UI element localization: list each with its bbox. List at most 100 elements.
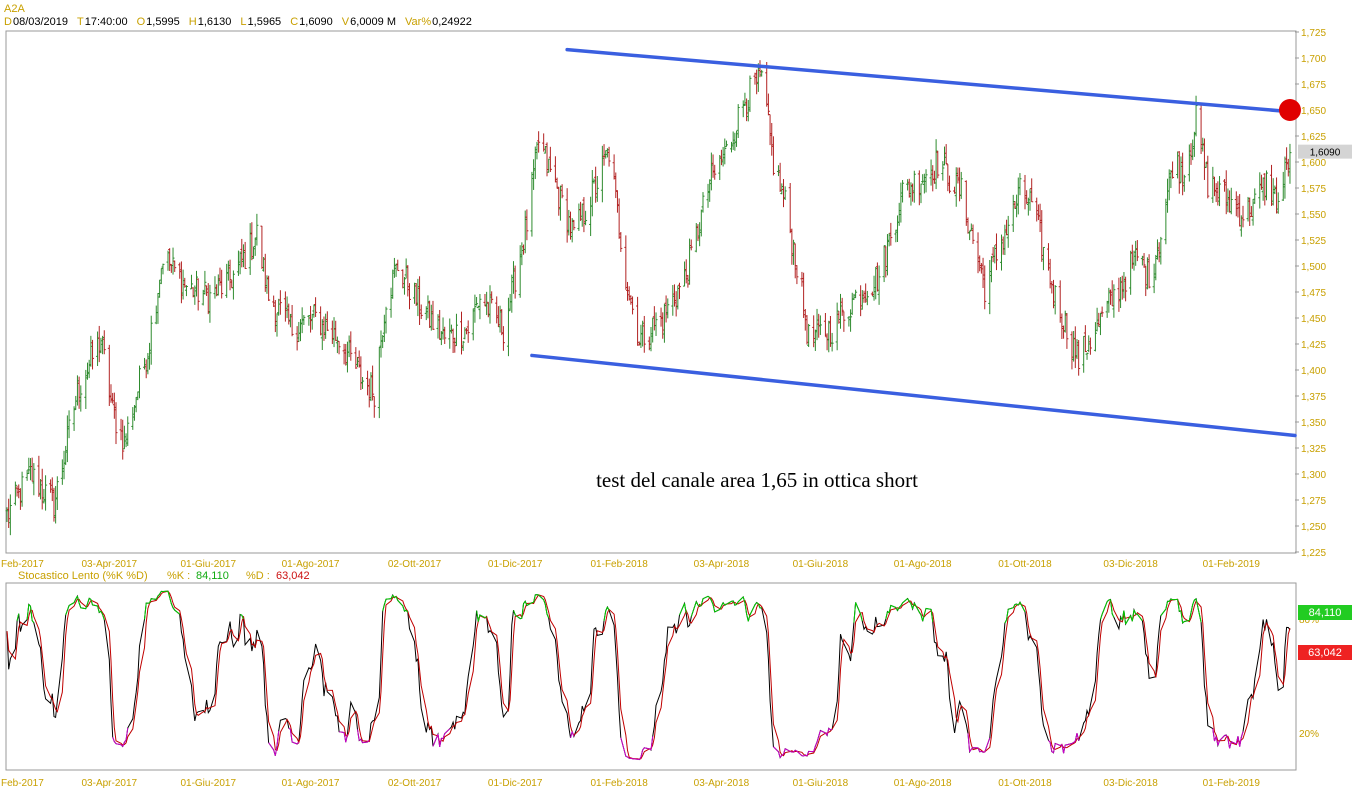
x-tick-label: 01-Ago-2018 [894,559,952,570]
stoch-extreme-segment [781,753,784,756]
stoch-extreme-segment [912,602,915,610]
ohlc-bar [548,146,552,173]
x-tick-label: 02-Ott-2017 [388,559,442,570]
ohlc-bar [941,161,945,181]
stoch-extreme-segment [360,739,363,743]
ohlc-bar [173,260,177,272]
y-tick-label: 1,300 [1301,470,1326,481]
ohlc-bar [126,416,130,446]
stochastic-panel [5,582,1297,771]
stoch-extreme-segment [710,600,714,605]
stoch-extreme-segment [719,605,722,610]
last-price-badge: 1,6090 [1298,144,1352,159]
stoch-extreme-segment [1048,740,1051,743]
ohlc-bar [349,331,353,361]
stoch-extreme-segment [757,603,761,609]
ohlc-bar [795,265,799,285]
ohlc-bar [1083,325,1087,353]
stoch-extreme-segment [820,730,826,734]
stoch-extreme-segment [709,597,712,601]
stoch-extreme-segment [397,600,404,607]
ohlc-bar [1093,322,1097,352]
ohlc-bar [302,315,306,326]
stoch-extreme-segment [747,614,751,622]
stoch-extreme-segment [969,748,972,753]
ohlc-bar [924,169,928,193]
stoch-extreme-segment [362,741,368,744]
ohlc-bar [1135,240,1139,262]
stoch-extreme-segment [1066,743,1073,746]
x-tick-label: 01-Feb-2018 [591,559,649,570]
ohlc-bar [631,296,635,315]
stoch-extreme-segment [722,602,726,606]
stoch-extreme-segment [1215,736,1219,746]
stoch-extreme-segment [793,749,796,753]
ohlc-bar [114,402,118,445]
ohlc-bar [461,340,465,351]
stoch-extreme-segment [922,614,925,622]
channel-line-upper [565,47,1297,114]
stoch-extreme-segment [123,739,127,743]
stoch-extreme-segment [684,603,687,614]
stoch-extreme-segment [477,614,481,622]
ohlc-bar [501,326,505,351]
stoch-extreme-segment [742,596,746,603]
stoch-extreme-segment [570,731,573,738]
y-tick-label: 1,350 [1301,418,1326,429]
stoch-extreme-segment [1165,601,1169,610]
channel-lines [530,47,1297,438]
ohlc-bar [371,365,375,401]
ohlc-bar [361,376,365,389]
header-key-2: O [137,16,146,28]
stoch-extreme-segment [818,730,821,737]
stoch-extreme-segment [746,613,749,622]
x-tick-label: Feb-2017 [1,778,44,789]
stoch-extreme-segment [1195,598,1202,623]
stoch-extreme-segment [638,756,642,760]
x-tick-label: 01-Giu-2017 [180,778,236,789]
ohlc-bar [149,315,153,365]
stoch-extreme-segment [76,596,80,604]
stoch-extreme-segment [900,602,903,607]
ohlc-bar [807,323,811,348]
last-price-label: 1,6090 [1310,148,1341,159]
stoch-extreme-segment [1019,602,1026,613]
stoch-extreme-segment [1225,734,1229,739]
stoch-extreme-segment [444,728,451,734]
stoch-extreme-segment [88,597,92,600]
stoch-extreme-segment [87,598,90,604]
stoch-extreme-segment [144,602,147,620]
stoch-extreme-segment [78,602,82,609]
stoch-extreme-segment [679,603,686,616]
stoch-level-high: 80% [1299,615,1319,626]
stoch-extreme-segment [1073,740,1076,743]
stoch-extreme-segment [981,750,984,753]
ohlc-bar [1088,337,1092,355]
stoch-extreme-segment [1049,742,1053,752]
ohlc-bar [20,471,24,507]
ohlc-bar [919,183,923,204]
y-tick-label: 1,625 [1301,132,1326,143]
ohlc-bar [971,224,975,245]
ohlc-bar [1206,155,1210,199]
stoch-extreme-segment [644,747,650,750]
ohlc-bar [748,75,752,113]
ohlc-bar [1041,246,1045,271]
x-tick-label: 01-Dic-2017 [488,559,543,570]
stoch-extreme-segment [29,606,33,621]
stoch-extreme-segment [476,610,479,622]
x-tick-label: 03-Apr-2017 [82,778,138,789]
ohlc-bar [666,298,670,319]
x-tick-label: 01-Ott-2018 [998,778,1052,789]
ohlc-bar [1085,352,1089,360]
stoch-extreme-segment [1136,613,1143,622]
stoch-extreme-segment [773,746,779,753]
stoch-extreme-segment [777,751,781,758]
stoch-extreme-segment [784,748,791,752]
stoch-extreme-segment [640,749,644,758]
stoch-extreme-segment [80,607,86,610]
stoch-extreme-segment [513,610,516,616]
ohlc-bar [736,104,740,139]
ohlc-bar [854,289,858,299]
ohlc-bar [1147,254,1151,289]
